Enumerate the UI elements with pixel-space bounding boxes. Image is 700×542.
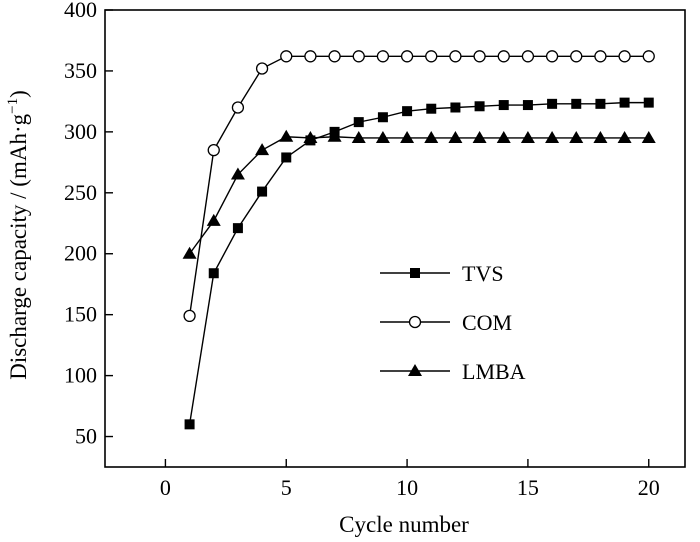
plot-frame <box>104 9 686 468</box>
series-layer <box>182 50 656 430</box>
data-point-tvs <box>571 98 582 109</box>
data-point-com <box>207 143 220 157</box>
legend-label-tvs: TVS <box>462 261 504 286</box>
data-point-com <box>497 50 510 63</box>
y-tick-label: 350 <box>64 58 97 83</box>
data-point-tvs <box>426 103 437 114</box>
data-point-com <box>521 50 535 63</box>
data-point-lmba <box>593 130 608 143</box>
data-point-com <box>594 50 607 63</box>
data-point-lmba <box>520 130 535 143</box>
y-tick-label: 400 <box>64 0 97 22</box>
data-point-lmba <box>496 130 511 143</box>
data-point-lmba <box>545 130 560 143</box>
data-point-com <box>304 50 317 63</box>
data-point-com <box>376 50 390 63</box>
data-point-lmba <box>230 167 245 180</box>
data-point-tvs <box>619 97 630 108</box>
legend-item-lmba: LMBA <box>380 359 526 384</box>
data-point-com <box>449 50 462 63</box>
legend-marker-tvs <box>410 268 420 278</box>
data-point-com <box>642 50 655 63</box>
data-point-lmba <box>424 130 439 143</box>
y-tick-label: 100 <box>64 363 97 388</box>
plot-border <box>104 9 686 468</box>
data-point-lmba <box>327 129 342 142</box>
legend-marker-com <box>408 315 422 329</box>
y-axis-title-main: Discharge capacity / (mAh·g <box>6 113 31 379</box>
data-point-lmba <box>448 130 463 143</box>
x-axis-title: Cycle number <box>339 512 469 537</box>
data-point-lmba <box>472 130 487 143</box>
data-point-com <box>473 50 486 63</box>
data-point-tvs <box>208 268 219 279</box>
data-point-tvs <box>184 419 195 430</box>
data-point-lmba <box>351 130 366 143</box>
legend-item-tvs: TVS <box>380 261 504 286</box>
data-point-tvs <box>522 100 533 111</box>
x-axis: 0 5 10 15 20 <box>160 459 660 500</box>
y-axis-title-close: ) <box>6 90 31 98</box>
legend-item-com: COM <box>380 310 512 335</box>
y-tick-label: 300 <box>64 119 97 144</box>
data-point-tvs <box>232 223 243 234</box>
data-point-tvs <box>595 98 606 109</box>
y-tick-label: 150 <box>64 302 97 327</box>
legend-label-lmba: LMBA <box>462 359 526 384</box>
data-point-tvs <box>281 152 292 163</box>
data-point-tvs <box>643 97 654 108</box>
data-point-lmba <box>400 130 415 143</box>
x-tick-label: 20 <box>638 475 660 500</box>
data-point-com <box>400 50 414 63</box>
data-point-lmba <box>303 130 318 143</box>
y-tick-label: 50 <box>75 424 97 449</box>
series-tvs <box>184 97 654 430</box>
data-point-com <box>231 101 245 114</box>
data-point-com <box>425 50 438 63</box>
data-point-lmba <box>182 246 197 259</box>
data-point-com <box>183 309 196 323</box>
y-axis-title-sup: −1 <box>5 98 21 114</box>
series-com <box>183 50 655 323</box>
legend-marker-lmba <box>408 364 422 376</box>
legend: TVS COM LMBA <box>380 261 526 384</box>
data-point-com <box>352 50 365 63</box>
data-point-lmba <box>255 143 270 156</box>
data-point-tvs <box>450 102 461 113</box>
data-point-com <box>328 50 341 63</box>
data-point-lmba <box>375 130 390 143</box>
x-tick-label: 15 <box>517 475 539 500</box>
y-tick-label: 200 <box>64 241 97 266</box>
data-point-tvs <box>257 186 268 197</box>
data-point-com <box>618 50 631 63</box>
data-point-com <box>255 62 269 75</box>
data-point-tvs <box>498 100 509 111</box>
data-point-lmba <box>641 130 656 143</box>
y-tick-label: 250 <box>64 180 97 205</box>
data-point-tvs <box>547 98 558 109</box>
data-point-lmba <box>617 130 632 143</box>
series-lmba <box>182 129 656 259</box>
data-point-com <box>280 50 293 63</box>
data-point-lmba <box>279 129 294 142</box>
x-tick-label: 5 <box>281 475 292 500</box>
data-point-com <box>545 50 559 63</box>
legend-label-com: COM <box>462 310 512 335</box>
data-point-lmba <box>569 130 584 143</box>
y-axis-title: Discharge capacity / (mAh·g−1) <box>5 90 31 380</box>
data-point-tvs <box>402 106 413 117</box>
data-point-tvs <box>377 112 388 123</box>
x-tick-label: 10 <box>396 475 418 500</box>
data-point-tvs <box>474 101 485 112</box>
data-point-lmba <box>206 213 221 226</box>
x-tick-label: 0 <box>160 475 171 500</box>
data-point-com <box>570 50 583 63</box>
y-axis: 50 100 150 200 250 300 350 400 <box>64 0 113 449</box>
data-point-tvs <box>353 117 364 128</box>
